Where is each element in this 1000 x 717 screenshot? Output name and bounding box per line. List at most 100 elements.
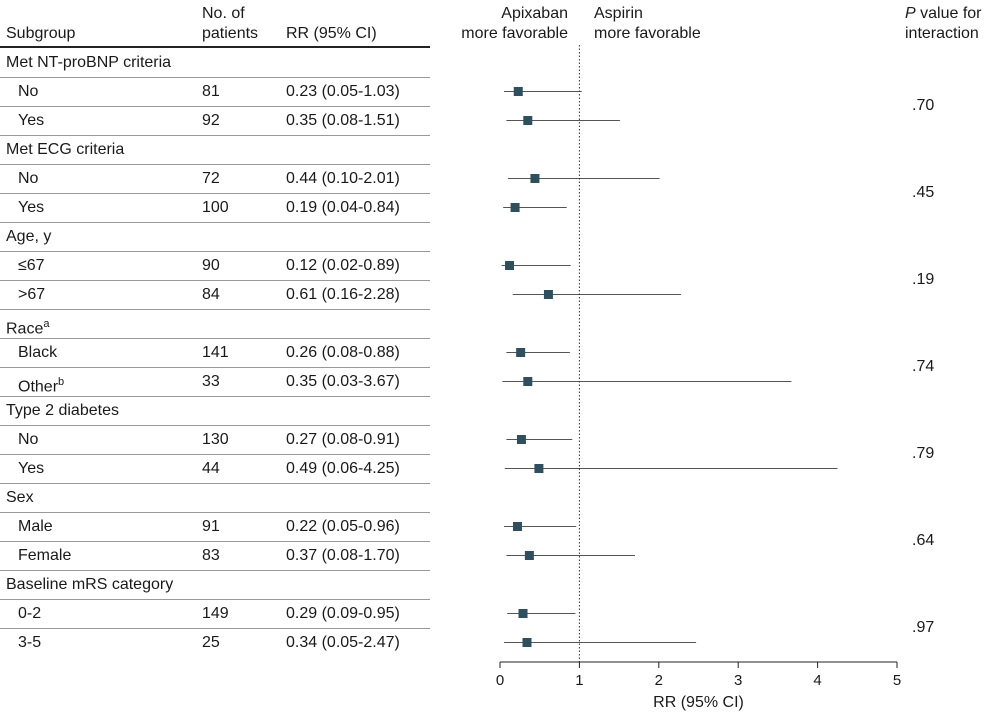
- group-rule: [0, 337, 430, 339]
- row-patients: 149: [202, 604, 229, 622]
- point-estimate: [523, 116, 533, 125]
- point-estimate: [534, 464, 544, 473]
- row-patients: 84: [202, 285, 220, 303]
- header-patients-line2: patients: [202, 25, 259, 42]
- row-label: Yes: [18, 459, 45, 477]
- row-rule: [0, 192, 430, 194]
- row-rr-ci: 0.26 (0.08-0.88): [286, 343, 400, 361]
- point-estimate: [512, 522, 522, 531]
- point-estimate: [505, 261, 515, 270]
- row-label: ≤67: [18, 256, 45, 274]
- group-label: Met NT-proBNP criteria: [6, 53, 172, 71]
- row-rr-ci: 0.35 (0.03-3.67): [286, 372, 400, 390]
- header-right-favorable-line2: more favorable: [594, 25, 701, 42]
- point-estimate: [530, 174, 540, 183]
- header-p-italic: P: [905, 5, 916, 22]
- group-rule: [0, 250, 430, 252]
- row-patients: 90: [202, 256, 220, 274]
- point-estimate: [518, 609, 528, 618]
- point-estimate: [523, 377, 533, 386]
- row-label: Female: [18, 546, 72, 564]
- row-rule: [0, 366, 430, 368]
- group-end-rule: [0, 221, 430, 223]
- header-patients-line1: No. of: [202, 5, 245, 22]
- row-label: 0-2: [18, 604, 42, 622]
- row-patients: 141: [202, 343, 229, 361]
- row-rr-ci: 0.23 (0.05-1.03): [286, 82, 400, 100]
- row-label: Yes: [18, 198, 45, 216]
- group-label: Sex: [6, 488, 34, 506]
- x-tick-label: 0: [496, 672, 504, 689]
- group-label: Met ECG criteria: [6, 140, 125, 158]
- group-end-rule: [0, 308, 430, 310]
- header-right-favorable-line1: Aspirin: [594, 5, 643, 22]
- row-label: >67: [18, 285, 46, 303]
- group-rule: [0, 424, 430, 426]
- row-rr-ci: 0.61 (0.16-2.28): [286, 285, 400, 303]
- p-value-interaction: .97: [912, 619, 935, 636]
- row-label: Male: [18, 517, 53, 535]
- row-rr-ci: 0.49 (0.06-4.25): [286, 459, 400, 477]
- p-value-interaction: .19: [912, 271, 935, 288]
- row-rule: [0, 279, 430, 281]
- point-estimate: [510, 203, 520, 212]
- row-rr-ci: 0.35 (0.08-1.51): [286, 111, 400, 129]
- group-end-rule: [0, 395, 430, 397]
- header-rr: RR (95% CI): [286, 25, 377, 42]
- row-label: No: [18, 82, 39, 100]
- point-estimate: [524, 551, 534, 560]
- row-rule: [0, 540, 430, 542]
- group-rule: [0, 511, 430, 513]
- header-rule: [0, 46, 430, 48]
- point-estimate: [513, 87, 523, 96]
- p-value-interaction: .45: [912, 184, 935, 201]
- row-rr-ci: 0.27 (0.08-0.91): [286, 430, 400, 448]
- point-estimate: [516, 348, 526, 357]
- row-rule: [0, 627, 430, 629]
- header-p-rest: value for: [915, 5, 982, 22]
- row-patients: 72: [202, 169, 220, 187]
- header-subgroup: Subgroup: [6, 25, 76, 42]
- group-end-rule: [0, 482, 430, 484]
- row-patients: 44: [202, 459, 220, 477]
- p-value-interaction: .79: [912, 445, 935, 462]
- group-end-rule: [0, 569, 430, 571]
- x-tick-label: 5: [893, 672, 901, 689]
- row-rule: [0, 105, 430, 107]
- x-tick-label: 1: [575, 672, 583, 689]
- p-value-interaction: .70: [912, 97, 935, 114]
- x-axis-label: RR (95% CI): [653, 694, 744, 711]
- row-patients: 33: [202, 372, 220, 390]
- row-patients: 100: [202, 198, 229, 216]
- row-rr-ci: 0.12 (0.02-0.89): [286, 256, 400, 274]
- row-patients: 83: [202, 546, 220, 564]
- p-value-interaction: .64: [912, 532, 935, 549]
- point-estimate: [543, 290, 553, 299]
- group-label: Age, y: [6, 227, 52, 245]
- row-label: No: [18, 169, 39, 187]
- p-value-interaction: .74: [912, 358, 935, 375]
- point-estimate: [516, 435, 526, 444]
- row-patients: 25: [202, 633, 220, 651]
- row-label: Otherb: [18, 375, 65, 395]
- header-left-favorable-line2: more favorable: [461, 25, 568, 42]
- group-label: Baseline mRS category: [6, 575, 174, 593]
- group-rule: [0, 76, 430, 78]
- header-left-favorable-line1: Apixaban: [501, 5, 568, 22]
- group-rule: [0, 598, 430, 600]
- row-rr-ci: 0.37 (0.08-1.70): [286, 546, 400, 564]
- header-p-value-line2: interaction: [905, 25, 979, 42]
- row-patients: 91: [202, 517, 220, 535]
- row-label: Black: [18, 343, 58, 361]
- group-label-footnote-mark: a: [43, 317, 50, 330]
- row-patients: 81: [202, 82, 220, 100]
- group-label: Type 2 diabetes: [6, 401, 119, 419]
- row-rule: [0, 453, 430, 455]
- row-rr-ci: 0.19 (0.04-0.84): [286, 198, 400, 216]
- group-end-rule: [0, 134, 430, 136]
- x-tick-label: 2: [655, 672, 663, 689]
- header-p-value-line1: P value for: [905, 3, 981, 24]
- group-label: Racea: [6, 317, 50, 337]
